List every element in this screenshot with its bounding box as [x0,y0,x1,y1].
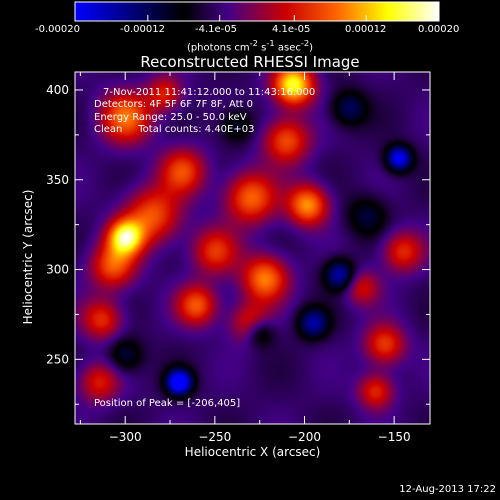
y-tick-label: 250 [46,352,69,366]
energy-range-label: Energy Range: 25.0 - 50.0 keV [94,112,247,123]
render-date: 12-Aug-2013 17:22 [399,484,496,495]
time-range-label: 7-Nov-2011 11:41:12.000 to 11:43:16.000 [103,87,316,98]
colorbar-ticks [74,1,440,22]
colorbar-tick-label: -0.00012 [120,24,165,35]
y-axis-label: Heliocentric Y (arcsec) [21,189,35,325]
heatmap-image [75,72,430,424]
colorbar-tick-label: -0.00020 [35,24,80,35]
method-counts-label: Clean Total counts: 4.40E+03 [94,124,255,135]
axis-tick-labels: −300 −250 −200 −150 250 300 350 400 [46,83,411,444]
plot-frame [74,71,431,425]
detectors-label: Detectors: 4F 5F 6F 7F 8F, Att 0 [94,99,254,110]
colorbar-tick-label: 4.1e-05 [272,24,311,35]
x-tick-label: −200 [288,430,321,444]
plot-title: Reconstructed RHESSI Image [140,53,360,71]
x-axis-label: Heliocentric X (arcsec) [184,445,321,459]
axis-ticks [75,72,430,424]
y-tick-label: 300 [46,263,69,277]
x-tick-label: −300 [109,430,142,444]
colorbar-tick-label: 0.00020 [418,24,460,35]
peak-position-label: Position of Peak = [-206,405] [94,398,241,409]
y-tick-label: 400 [46,83,69,97]
y-tick-label: 350 [46,173,69,187]
colorbar [75,2,439,21]
colorbar-units-label: (photons cm-2 s-1 asec-2) [186,38,314,54]
x-tick-label: −250 [198,430,231,444]
colorbar-tick-label: -4.1e-05 [195,24,237,35]
x-tick-label: −150 [378,430,411,444]
colorbar-tick-label: 0.00012 [345,24,387,35]
